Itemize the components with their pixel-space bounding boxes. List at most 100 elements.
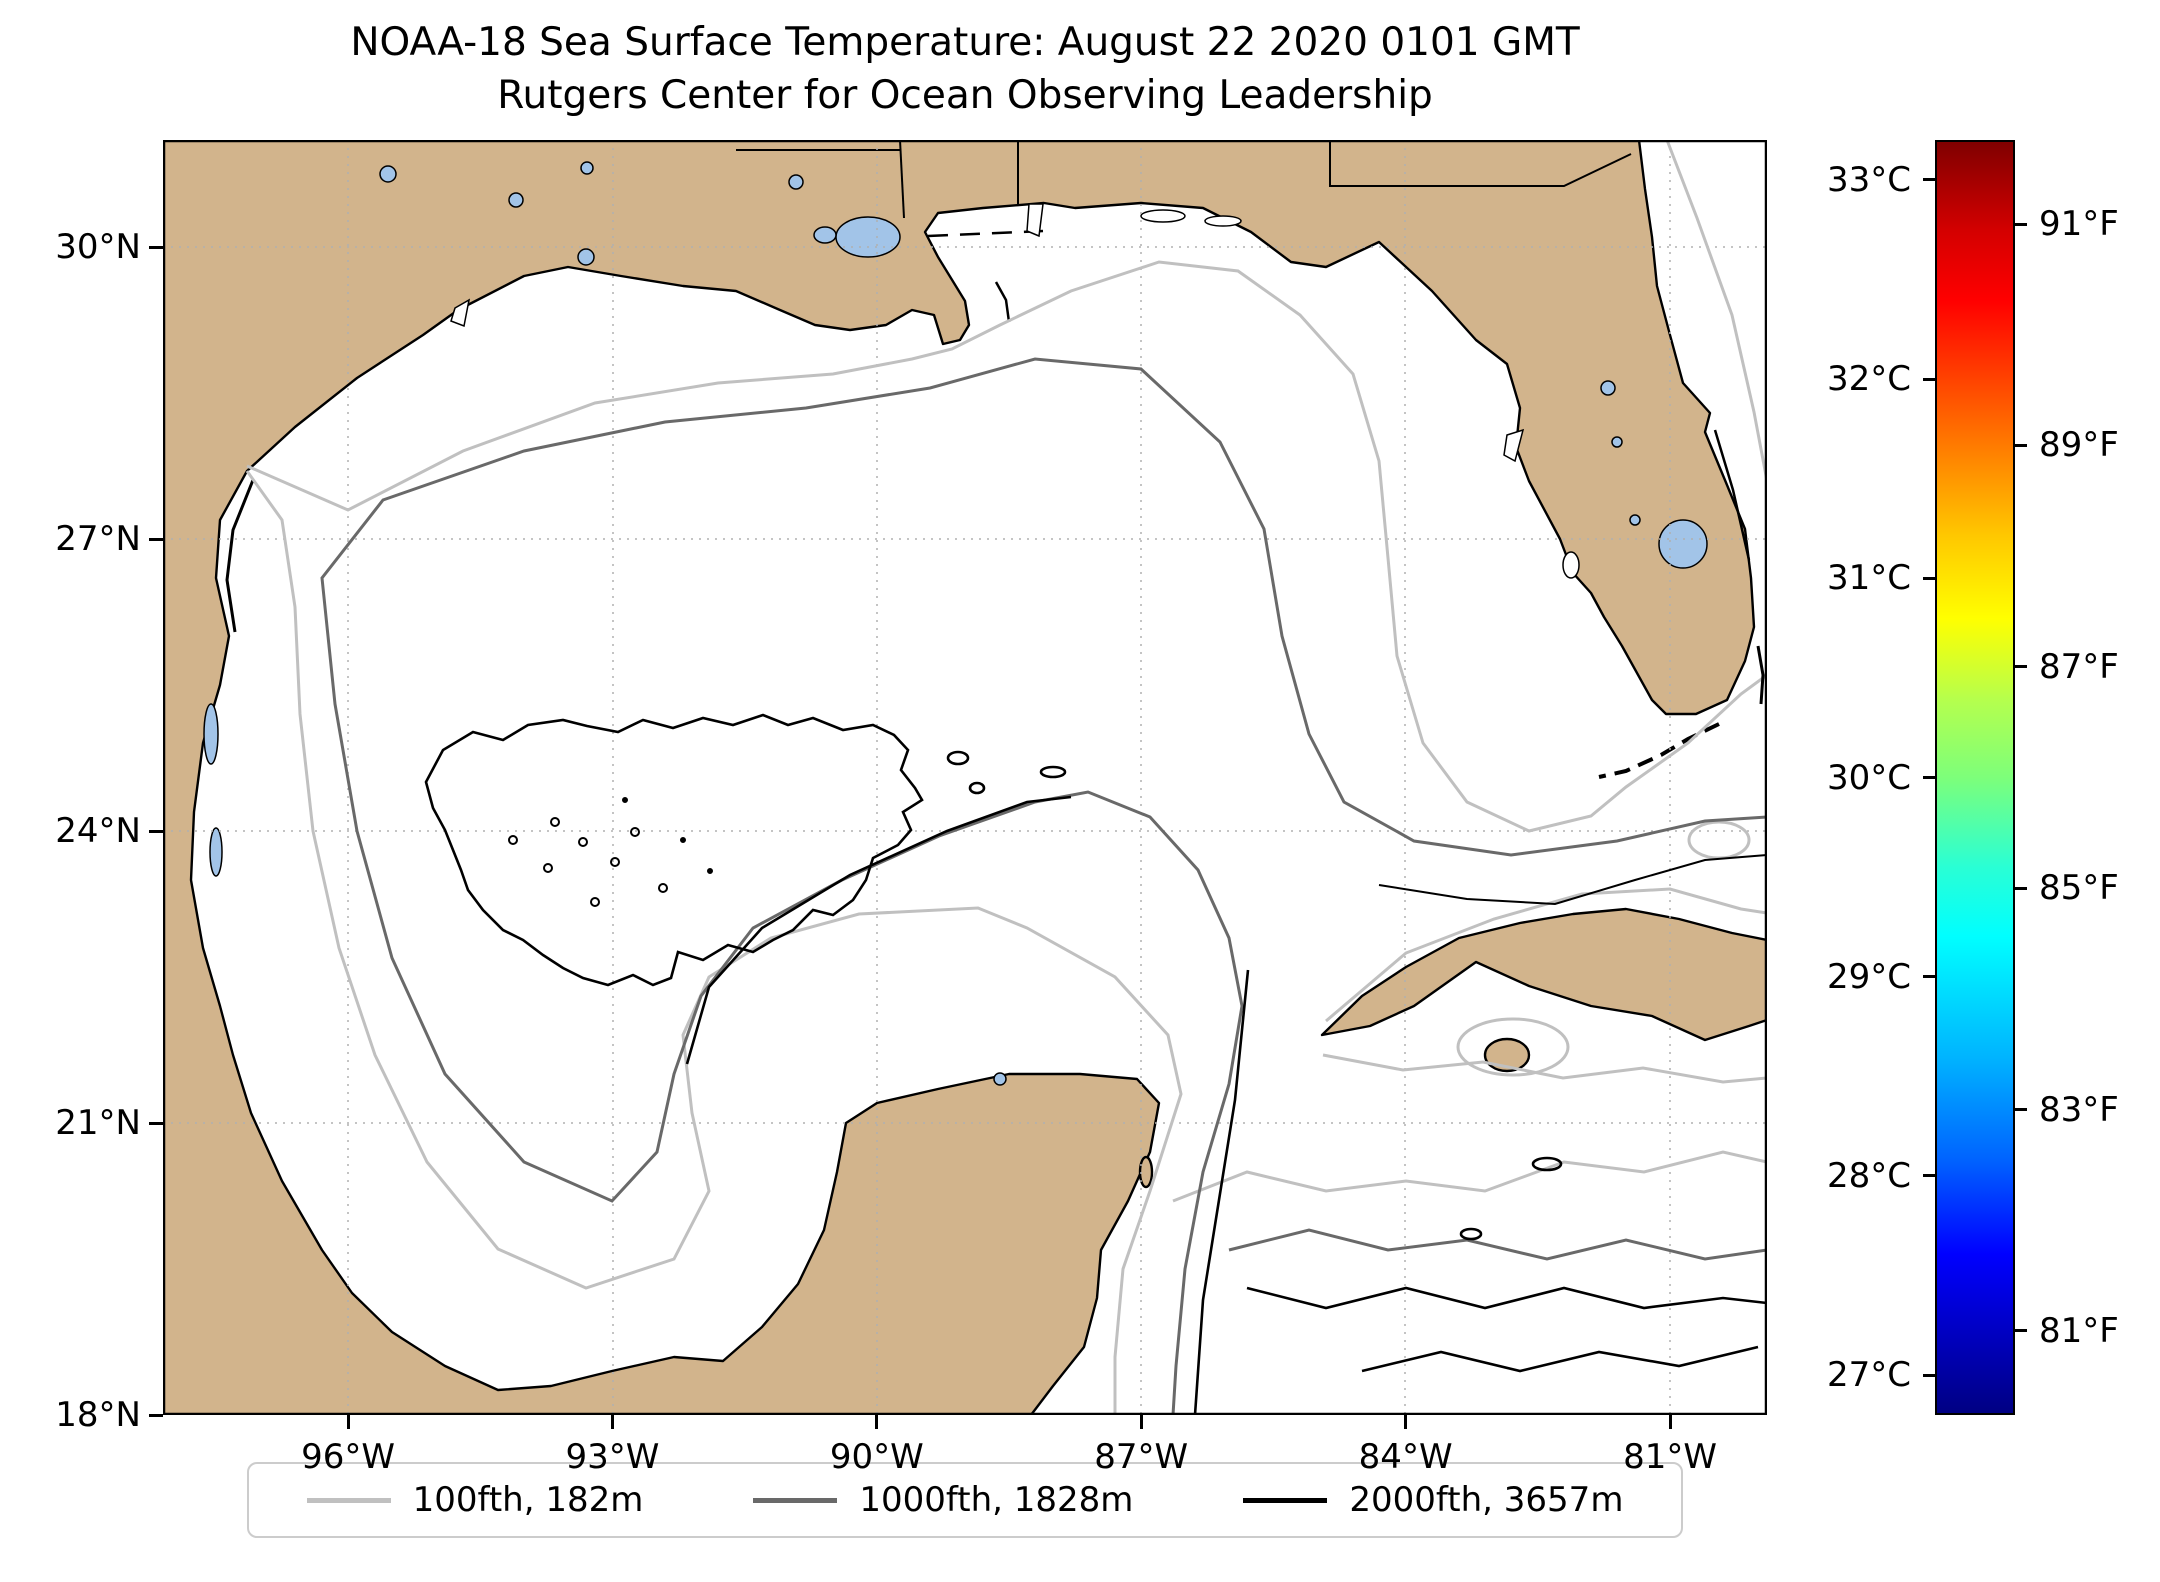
contour-1000fth <box>320 357 1768 1416</box>
y-tick-label: 24°N <box>55 811 141 852</box>
x-tick-label: 90°W <box>829 1437 924 1477</box>
x-tick-label: 93°W <box>565 1437 660 1477</box>
legend-line-swatch <box>753 1497 838 1503</box>
land-isla-juventud <box>1483 1037 1531 1073</box>
colorbar-fahrenheit-tick-mark <box>2015 1108 2027 1112</box>
contour-2000fth-cayman-oval-1 <box>1531 1156 1563 1172</box>
contour-100fth-caribbean <box>1172 1150 1768 1203</box>
x-tick-label: 81°W <box>1623 1437 1717 1477</box>
colorbar-fahrenheit-tick-mark <box>2015 886 2027 890</box>
galveston-bay <box>450 298 471 328</box>
y-tick-label: 27°N <box>55 519 141 560</box>
x-tick-mark <box>1139 1415 1143 1429</box>
x-tick-mark <box>346 1415 350 1429</box>
contour-2000fth <box>424 713 1768 1416</box>
lake-florida-2 <box>1611 436 1623 448</box>
lake-maurepas <box>813 226 837 244</box>
lake-florida-3 <box>1629 514 1641 526</box>
celsius-tick-label: 31°C <box>1826 558 1911 599</box>
mobile-bay <box>1026 203 1044 238</box>
y-tick-label: 21°N <box>55 1103 141 1144</box>
fahrenheit-tick-label: 81°F <box>2039 1310 2119 1351</box>
contour-2000fth-straits <box>1378 854 1768 906</box>
y-tick-label: 18°N <box>55 1395 141 1436</box>
y-tick-mark <box>149 1413 163 1417</box>
y-tick-mark <box>149 537 163 541</box>
contour-2000fth-central-basin <box>424 713 924 987</box>
contour-2000fth-cayman-oval-2 <box>1459 1227 1483 1241</box>
charlotte-harbor <box>1562 551 1580 579</box>
fahrenheit-tick-label: 87°F <box>2039 646 2119 687</box>
celsius-tick-label: 30°C <box>1826 757 1911 798</box>
fahrenheit-tick-label: 85°F <box>2039 868 2119 909</box>
contour-2000fth-knoll-3 <box>1039 765 1067 779</box>
legend: 100fth, 182m 1000fth, 1828m 2000fth, 3657m <box>163 1462 1767 1538</box>
contour-100fth-cuba-north <box>1325 887 1768 1023</box>
lake-louisiana-2 <box>788 174 804 190</box>
y-tick-mark <box>149 245 163 249</box>
fahrenheit-tick-label: 91°F <box>2039 204 2119 245</box>
texas-barrier-island <box>225 479 255 633</box>
state-borders <box>736 139 1632 219</box>
contour-2000fth-knoll-2 <box>968 781 986 795</box>
lake-okeechobee <box>1658 519 1708 569</box>
border-fl-ga <box>1329 140 1632 187</box>
lake-texas-2 <box>508 192 524 208</box>
colorbar-celsius-tick-mark <box>1923 975 1935 979</box>
contour-2000fth-campeche-escarpment <box>685 795 1072 1065</box>
x-tick-mark <box>875 1415 879 1429</box>
tampa-bay <box>1503 428 1525 463</box>
colorbar-fahrenheit-tick-mark <box>2015 665 2027 669</box>
legend-item: 100fth, 182m <box>306 1480 643 1520</box>
legend-item: 2000fth, 3657m <box>1243 1480 1623 1520</box>
contour-100fth-atlantic <box>1665 139 1769 482</box>
chandeleur-islands <box>994 281 1011 323</box>
map-canvas <box>161 138 1769 1417</box>
colorbar-celsius-tick-mark <box>1923 377 1935 381</box>
celsius-tick-label: 28°C <box>1826 1155 1911 1196</box>
colorbar <box>1935 140 2015 1415</box>
y-tick-mark <box>149 829 163 833</box>
celsius-tick-label: 33°C <box>1826 159 1911 200</box>
mississippi-sound-islands <box>927 229 1044 238</box>
map-plot <box>161 138 1769 1417</box>
contour-2000fth-cayman-1 <box>1246 1286 1768 1310</box>
plot-frame <box>162 139 1768 1416</box>
title-line-2: Rutgers Center for Ocean Observing Leade… <box>497 73 1433 119</box>
title-line-1: NOAA-18 Sea Surface Temperature: August … <box>350 20 1580 65</box>
coastal-bays <box>450 203 1580 579</box>
choctawhatchee-bay <box>1204 215 1242 227</box>
laguna-madre-mexico-1 <box>203 703 219 765</box>
contour-1000fth-main-loop <box>320 357 1768 1416</box>
laguna-madre-mexico-2 <box>209 827 223 877</box>
celsius-tick-label: 32°C <box>1826 359 1911 400</box>
legend-item: 1000fth, 1828m <box>753 1480 1133 1520</box>
colorbar-fahrenheit-tick-mark <box>2015 222 2027 226</box>
colorbar-fahrenheit-tick-mark <box>2015 1329 2027 1333</box>
figure-title: NOAA-18 Sea Surface Temperature: August … <box>163 16 1767 122</box>
contour-100fth-north-westflorida <box>246 260 1768 833</box>
contour-bahamas-arc <box>1756 645 1765 705</box>
colorbar-celsius-tick-mark <box>1923 1373 1935 1377</box>
contour-2000fth-knoll-1 <box>946 750 970 766</box>
x-tick-mark <box>1404 1415 1408 1429</box>
legend-line-swatch <box>306 1497 391 1503</box>
contour-2000fth-cayman-2 <box>1361 1345 1759 1373</box>
x-tick-label: 87°W <box>1094 1437 1189 1477</box>
gridlines <box>163 140 1767 1415</box>
x-tick-mark <box>610 1415 614 1429</box>
legend-line-swatch <box>1243 1497 1328 1503</box>
fahrenheit-tick-label: 89°F <box>2039 425 2119 466</box>
colorbar-celsius-tick-mark <box>1923 1174 1935 1178</box>
colorbar-celsius-tick-mark <box>1923 576 1935 580</box>
land-north-america <box>161 138 1756 1417</box>
y-tick-label: 30°N <box>55 227 141 268</box>
lake-louisiana-1 <box>580 161 594 175</box>
colorbar-fahrenheit-tick-mark <box>2015 443 2027 447</box>
lake-texas-1 <box>379 165 397 183</box>
land-cozumel <box>1138 1155 1154 1189</box>
x-tick-label: 96°W <box>301 1437 396 1477</box>
x-tick-label: 84°W <box>1358 1437 1453 1477</box>
legend-box: 100fth, 182m 1000fth, 1828m 2000fth, 3657m <box>246 1462 1684 1538</box>
florida-east-barrier <box>1713 429 1751 561</box>
